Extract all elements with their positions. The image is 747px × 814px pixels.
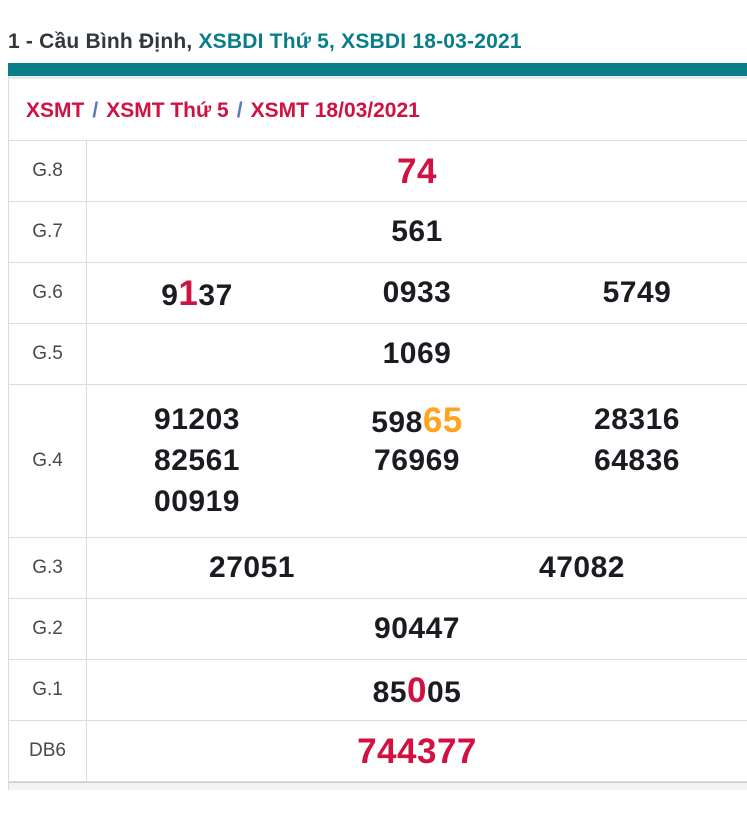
prize-line: 744377 (87, 731, 747, 772)
digit-segment: 27051 (209, 551, 295, 584)
prize-line: 90447 (87, 609, 747, 650)
digit-segment: 561 (391, 215, 443, 248)
table-row-g6: G.6 9137 0933 5749 (9, 263, 747, 324)
prize-number: 9137 (87, 276, 307, 311)
prize-number: 59865 (307, 403, 527, 438)
prize-line: 85005 (87, 670, 747, 711)
prize-label: DB6 (9, 721, 87, 781)
footer-strip (9, 782, 747, 790)
content-panel: XSMT / XSMT Thứ 5 / XSMT 18/03/2021 G.8 74 G.7… (8, 76, 747, 790)
prize-values: 9137 0933 5749 (87, 263, 747, 323)
prize-line: 82561 76969 64836 (87, 441, 747, 482)
table-row-g7: G.7 561 (9, 202, 747, 263)
digit-segment: 1069 (382, 337, 452, 370)
prize-number: 90447 (87, 614, 747, 644)
prize-line: 91203 59865 28316 (87, 400, 747, 441)
prize-number: 744377 (87, 734, 747, 769)
digit-segment: 85 (372, 675, 408, 709)
prize-values: 1069 (87, 324, 747, 384)
digit-segment: 0933 (382, 276, 452, 309)
digit-segment: 05 (426, 675, 462, 709)
prize-values: 744377 (87, 721, 747, 781)
prize-number: 28316 (527, 405, 747, 435)
prize-number: 85005 (87, 673, 747, 708)
title-text: 1 - Cầu Bình Định, (8, 30, 199, 53)
digit-segment: 9 (161, 278, 179, 312)
title-link[interactable]: XSBDI Thứ 5, XSBDI 18-03-2021 (198, 30, 522, 53)
teal-divider-bar (8, 63, 747, 76)
prize-number: 0933 (307, 278, 527, 308)
prize-values: 85005 (87, 660, 747, 720)
prize-number: 27051 (87, 553, 417, 583)
page-title: 1 - Cầu Bình Định, XSBDI Thứ 5, XSBDI 18… (8, 30, 747, 54)
digit-segment: 74 (397, 151, 437, 191)
breadcrumb: XSMT / XSMT Thứ 5 / XSMT 18/03/2021 (9, 76, 747, 140)
prize-label: G.1 (9, 660, 87, 720)
breadcrumb-link-xsmt[interactable]: XSMT (26, 99, 85, 122)
digit-segment: 744377 (357, 731, 477, 771)
prize-number: 91203 (87, 405, 307, 435)
digit-segment: 00919 (154, 485, 240, 518)
table-row-db6: DB6 744377 (9, 721, 747, 782)
digit-segment: 5749 (602, 276, 672, 309)
table-row-g1: G.1 85005 (9, 660, 747, 721)
table-row-g4: G.4 91203 59865 28316 82561 76969 64836 00919 (9, 385, 747, 538)
prize-line: 561 (87, 212, 747, 253)
digit-segment: 65 (422, 400, 463, 440)
digit-segment: 82561 (154, 444, 240, 477)
prize-label: G.5 (9, 324, 87, 384)
prize-values: 74 (87, 141, 747, 201)
prize-label: G.4 (9, 385, 87, 537)
prize-number: 5749 (527, 278, 747, 308)
digit-segment: 91203 (154, 403, 240, 436)
digit-segment: 37 (198, 278, 233, 312)
prize-number: 64836 (527, 446, 747, 476)
prize-label: G.3 (9, 538, 87, 598)
prize-label: G.7 (9, 202, 87, 262)
table-row-g5: G.5 1069 (9, 324, 747, 385)
prize-number: 74 (87, 154, 747, 189)
prize-number: 76969 (307, 446, 527, 476)
prize-values: 561 (87, 202, 747, 262)
digit-segment: 28316 (594, 403, 680, 436)
breadcrumb-separator: / (236, 99, 243, 122)
prize-label: G.6 (9, 263, 87, 323)
digit-segment: 598 (371, 405, 423, 439)
prize-line: 27051 47082 (87, 548, 747, 589)
prize-number: 82561 (87, 446, 307, 476)
prize-number: 00919 (87, 487, 307, 517)
prize-line: 9137 0933 5749 (87, 273, 747, 314)
table-row-g8: G.8 74 (9, 141, 747, 202)
prize-label: G.2 (9, 599, 87, 659)
digit-segment: 1 (178, 273, 199, 313)
digit-segment: 90447 (374, 612, 460, 645)
digit-segment: 47082 (539, 551, 625, 584)
breadcrumb-separator: / (92, 99, 99, 122)
prize-values: 91203 59865 28316 82561 76969 64836 00919 (87, 385, 747, 537)
lottery-results-table: G.8 74 G.7 561 G.6 9137 0933 5749 G.5 1069 G.4 9120… (9, 140, 747, 782)
digit-segment: 64836 (594, 444, 680, 477)
prize-number: 47082 (417, 553, 747, 583)
prize-label: G.8 (9, 141, 87, 201)
prize-number: 561 (87, 217, 747, 247)
prize-line: 74 (87, 151, 747, 192)
breadcrumb-link-xsmt-thu5[interactable]: XSMT Thứ 5 (106, 99, 229, 122)
prize-values: 90447 (87, 599, 747, 659)
prize-values: 27051 47082 (87, 538, 747, 598)
breadcrumb-link-xsmt-date[interactable]: XSMT 18/03/2021 (250, 99, 420, 122)
prize-line: 1069 (87, 334, 747, 375)
digit-segment: 76969 (374, 444, 460, 477)
table-row-g3: G.3 27051 47082 (9, 538, 747, 599)
prize-number: 1069 (87, 339, 747, 369)
table-row-g2: G.2 90447 (9, 599, 747, 660)
prize-line: 00919 (87, 482, 747, 523)
digit-segment: 0 (407, 670, 427, 710)
